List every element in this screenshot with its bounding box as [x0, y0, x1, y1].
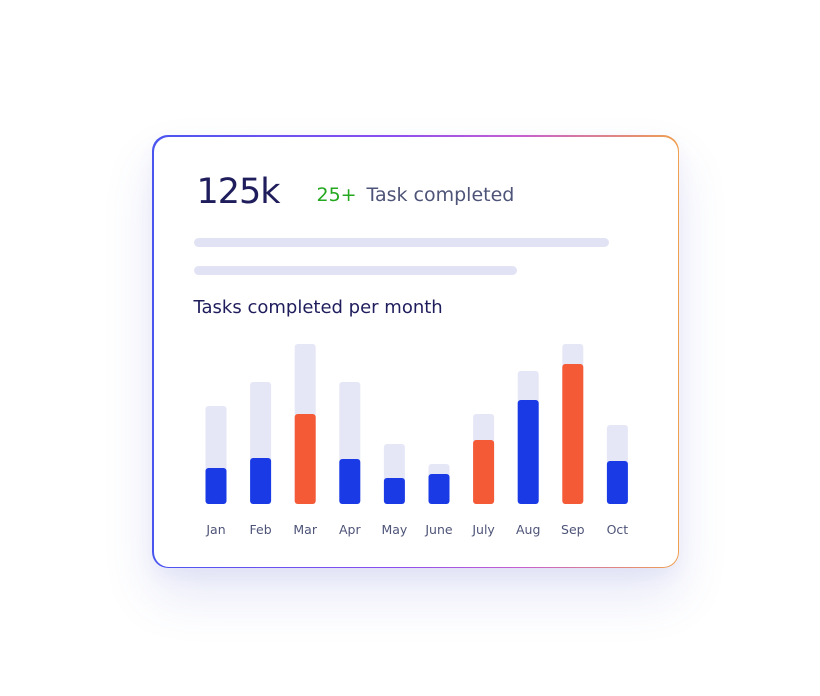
tasks-delta: 25+	[316, 183, 357, 206]
x-tick-label-may: May	[381, 522, 407, 537]
x-tick-label-apr: Apr	[338, 522, 360, 537]
tasks-delta-label: Task completed	[366, 183, 515, 206]
bar-mar	[294, 413, 316, 504]
placeholder-line-short	[193, 265, 517, 275]
task-summary-card: 125k 25+ Task completed Tasks completed …	[153, 136, 678, 567]
bar-aug	[517, 399, 539, 504]
bar-jan	[205, 467, 226, 504]
task-summary-card-border: 125k 25+ Task completed Tasks completed …	[152, 135, 679, 568]
x-tick-label-aug: Aug	[515, 522, 539, 537]
x-tick-label-july: July	[471, 522, 495, 537]
bar-may	[383, 477, 405, 504]
x-tick-label-sep: Sep	[561, 522, 585, 537]
bar-oct	[606, 460, 628, 504]
x-tick-label-mar: Mar	[293, 522, 317, 537]
x-tick-label-jan: Jan	[205, 522, 225, 537]
x-tick-label-feb: Feb	[249, 522, 271, 537]
total-tasks-value: 125k	[196, 171, 281, 212]
bar-sep	[561, 363, 583, 504]
x-tick-label-oct: Oct	[606, 522, 628, 537]
chart-title: Tasks completed per month	[193, 296, 443, 318]
placeholder-line-long	[193, 237, 609, 247]
bar-apr	[338, 458, 360, 504]
tasks-bar-chart: Jan Feb Mar Apr May June July Aug Sep Oct	[205, 343, 628, 537]
bar-feb	[249, 457, 271, 504]
bar-june	[428, 473, 449, 504]
x-tick-label-june: June	[424, 522, 453, 537]
bar-july	[472, 439, 494, 504]
